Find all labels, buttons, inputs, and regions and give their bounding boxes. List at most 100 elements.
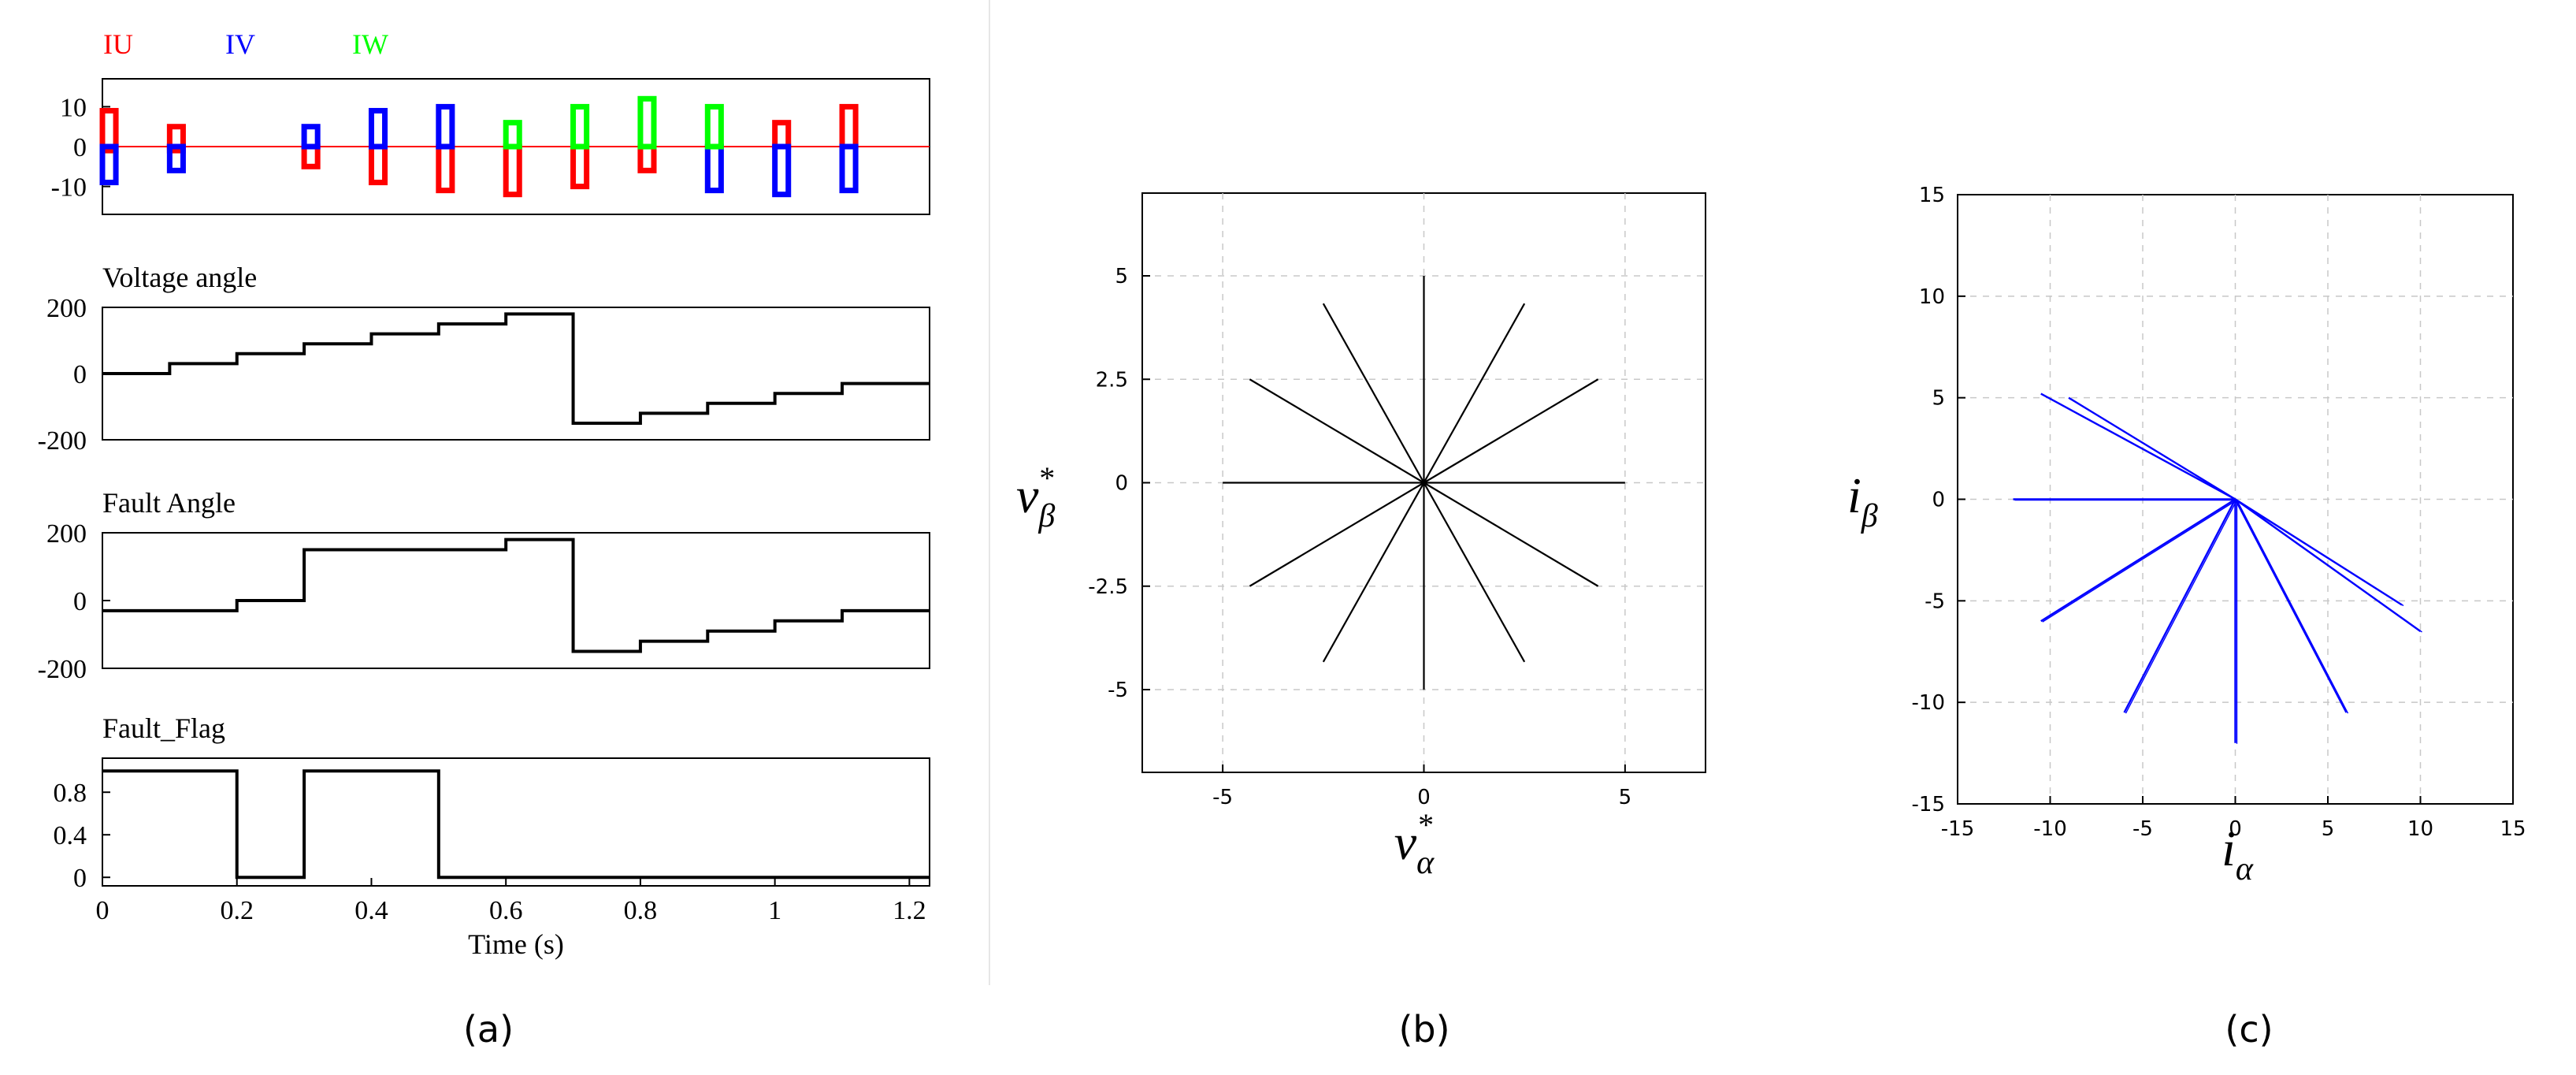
y-tick-label: -5	[1925, 590, 1945, 613]
current-trajectory	[2234, 498, 2348, 713]
subplot-frame	[102, 757, 930, 887]
x-axis-label: Time (s)	[468, 928, 564, 960]
pulse-iu	[637, 143, 657, 173]
x-tick-label: 0	[2229, 817, 2242, 841]
x-tick-label: 0	[1417, 786, 1431, 809]
y-axis-label: vβ*	[1016, 460, 1055, 534]
subplot-3: Fault_Flag 0.8 0.4 0	[54, 712, 930, 893]
x-tick-label: 0.8	[624, 896, 658, 925]
x-tick-label: 0	[96, 896, 109, 925]
pulse-iu	[772, 120, 792, 150]
y-tick-label: 200	[46, 294, 87, 323]
subplot-frame	[102, 532, 930, 669]
panel-caption: (c)	[2225, 1008, 2273, 1051]
subplot-1: Voltage angle 200 0 -200	[38, 262, 930, 456]
subplot-title: Fault_Flag	[102, 712, 225, 744]
current-trajectory	[2236, 499, 2404, 607]
y-axis-label-sub: β	[1037, 498, 1055, 534]
x-axis-label-main: i	[2222, 820, 2236, 876]
pulse-iu	[570, 143, 590, 190]
legend-iu: IU	[103, 28, 133, 60]
x-tick-label: -15	[1941, 817, 1974, 841]
vector-ray	[1249, 482, 1425, 587]
y-tick-label: 0.4	[54, 821, 87, 850]
vector-ray	[1423, 303, 1526, 484]
pulse-iu	[839, 103, 859, 150]
y-tick-label: 5	[1115, 265, 1128, 288]
subplot-title: Fault Angle	[102, 487, 236, 519]
x-axis-label-sup: *	[1416, 807, 1432, 843]
y-tick-label: 0	[1932, 489, 1945, 512]
y-axis-label-main: v	[1016, 467, 1039, 523]
y-tick-label: 2.5	[1096, 368, 1128, 392]
y-tick-label: 0	[73, 133, 87, 162]
vector-ray	[1423, 482, 1599, 587]
subplot-0: 10 0 -10	[51, 78, 930, 215]
x-tick-label: 5	[1619, 786, 1632, 809]
x-tick-label: -5	[1212, 786, 1233, 809]
current-trajectory	[2040, 498, 2236, 623]
y-axis-label-sup: *	[1037, 460, 1053, 496]
legend-iw: IW	[352, 28, 388, 60]
current-trajectory	[2125, 500, 2238, 714]
y-tick-label: 0	[73, 864, 87, 893]
current-trajectory	[2069, 398, 2237, 501]
pulse-iv	[166, 143, 186, 173]
pulse-iv	[772, 143, 792, 198]
pulse-iv	[839, 143, 859, 194]
x-axis-label-sub: α	[1416, 845, 1435, 881]
y-tick-label: 10	[60, 93, 87, 122]
x-tick-label: 5	[2322, 817, 2335, 841]
x-axis-label-main: v	[1394, 814, 1417, 870]
pulse-iv	[436, 103, 455, 150]
y-tick-label: 200	[46, 519, 87, 549]
step-trace	[102, 769, 930, 880]
y-tick-label: 0	[73, 360, 87, 389]
y-tick-label: -5	[1108, 679, 1128, 702]
y-axis-label-main: i	[1847, 467, 1861, 523]
pulse-iw	[503, 120, 522, 150]
pulse-iu	[166, 124, 186, 150]
pulse-iw	[704, 103, 724, 150]
subplot-title: Voltage angle	[102, 262, 257, 293]
vector-ray	[1423, 378, 1599, 484]
current-trajectory	[2236, 499, 2422, 633]
legend-iv: IV	[225, 28, 255, 60]
y-axis-label-sub: β	[1861, 498, 1878, 534]
y-tick-label: -10	[51, 173, 87, 203]
x-tick-label: 15	[2500, 817, 2526, 841]
pulse-iu	[503, 143, 522, 198]
vector-ray	[1423, 482, 1526, 663]
step-trace	[102, 538, 930, 653]
x-tick-label: 0.6	[489, 896, 523, 925]
y-tick-label: -200	[38, 426, 87, 456]
pulse-iv	[704, 143, 724, 194]
plot-b: -5 0 552.50-2.5-5vα*vβ*	[1016, 192, 1706, 881]
x-tick-label: 0.2	[220, 896, 254, 925]
current-trajectory	[2236, 500, 2349, 714]
vector-ray	[1322, 303, 1425, 484]
current-trajectory	[2042, 393, 2237, 501]
y-tick-label: 0	[1115, 472, 1128, 496]
subplot-frame	[102, 307, 930, 441]
y-tick-label: -200	[38, 655, 87, 684]
y-tick-label: -15	[1912, 793, 1945, 816]
x-tick-label: -5	[2132, 817, 2153, 841]
x-axis-label: vα*	[1394, 807, 1435, 881]
y-axis-label: iβ	[1847, 467, 1878, 534]
subplot-2: Fault Angle 200 0 -200	[38, 487, 930, 684]
x-tick-label: 10	[2407, 817, 2433, 841]
step-trace	[102, 312, 930, 425]
pulse-iu	[436, 143, 455, 194]
y-tick-label: -10	[1912, 691, 1945, 715]
pulse-iv	[99, 143, 119, 186]
panel-caption: (a)	[463, 1008, 514, 1051]
y-tick-label: 10	[1919, 285, 1945, 309]
pulse-iu	[368, 143, 388, 186]
y-tick-label: 5	[1932, 387, 1945, 411]
pulse-iu	[301, 143, 321, 169]
pulse-iv	[368, 107, 388, 150]
y-tick-label: 0	[73, 587, 87, 616]
